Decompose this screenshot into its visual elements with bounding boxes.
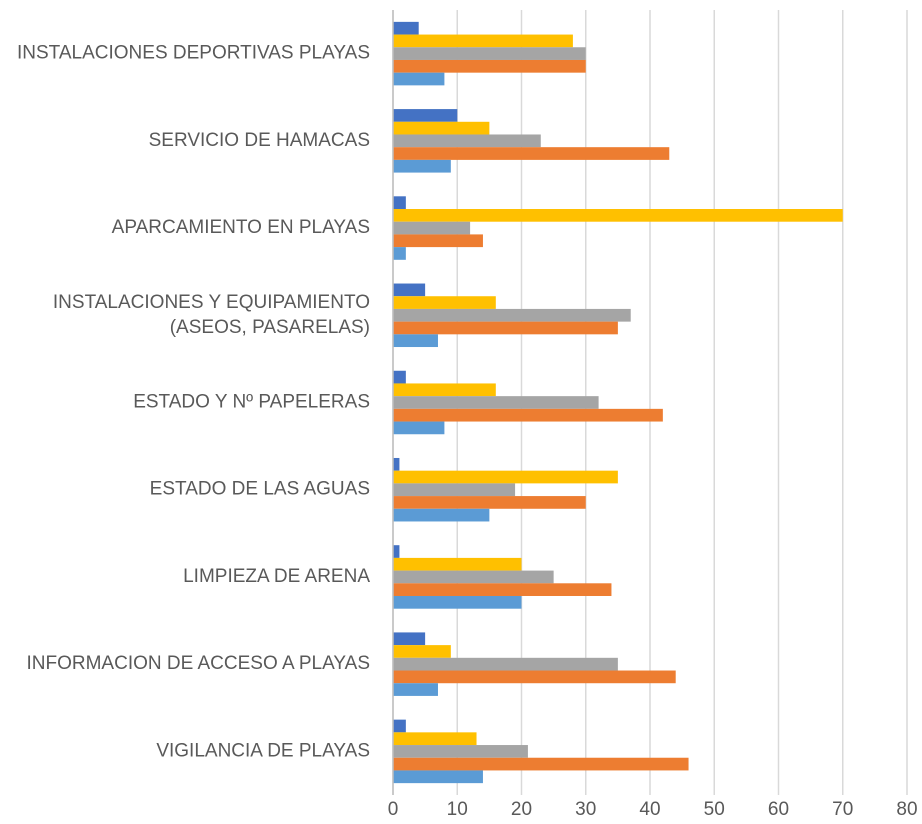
y-tick-label: LIMPIEZA DE ARENA <box>183 566 370 587</box>
x-tick-label: 60 <box>768 799 789 820</box>
bar <box>393 59 586 73</box>
y-tick-label: INFORMACION DE ACCESO A PLAYAS <box>27 653 371 674</box>
bar <box>393 308 631 322</box>
x-tick-label: 40 <box>639 799 660 820</box>
bar <box>393 247 406 260</box>
x-tick-label: 30 <box>575 799 596 820</box>
bar <box>393 334 438 348</box>
x-tick-label: 20 <box>511 799 532 820</box>
bar <box>393 234 483 248</box>
bar <box>393 595 522 609</box>
bar <box>393 34 573 48</box>
bar <box>393 321 618 335</box>
bar <box>393 72 445 86</box>
bar <box>393 632 426 646</box>
bar <box>393 370 406 384</box>
bar <box>393 508 490 522</box>
bar <box>393 457 400 471</box>
x-tick-label: 50 <box>704 799 725 820</box>
y-tick-label: APARCAMIENTO EN PLAYAS <box>112 217 370 238</box>
bar <box>393 770 483 784</box>
bar <box>393 421 445 435</box>
bar <box>393 557 522 571</box>
y-tick-label: INSTALACIONES DEPORTIVAS PLAYAS <box>17 43 370 64</box>
bar <box>393 719 406 733</box>
x-tick-label: 0 <box>388 799 399 820</box>
bar <box>393 209 843 222</box>
bar <box>393 583 612 596</box>
bar <box>393 221 471 235</box>
x-tick-label: 70 <box>832 799 853 820</box>
bar <box>393 570 554 584</box>
bar <box>393 383 496 397</box>
bar <box>393 496 586 509</box>
bar <box>393 657 618 671</box>
bar <box>393 134 541 148</box>
bar <box>393 745 528 758</box>
bar <box>393 196 406 210</box>
x-tick-label: 10 <box>447 799 468 820</box>
bar <box>393 757 689 771</box>
bar <box>393 159 451 173</box>
y-tick-label: INSTALACIONES Y EQUIPAMIENTO (ASEOS, PASA… <box>53 292 370 338</box>
bar <box>393 283 426 297</box>
y-tick-label: ESTADO DE LAS AGUAS <box>150 479 370 500</box>
bar <box>393 121 490 135</box>
bar <box>393 545 400 558</box>
y-tick-label: ESTADO Y Nº PAPELERAS <box>133 392 370 413</box>
y-tick-label: VIGILANCIA DE PLAYAS <box>156 740 370 761</box>
bar <box>393 47 586 60</box>
bar <box>393 470 618 484</box>
y-tick-label: SERVICIO DE HAMACAS <box>149 130 370 151</box>
x-tick-label: 80 <box>896 799 917 820</box>
bar <box>393 732 477 746</box>
bar <box>393 483 516 497</box>
bar <box>393 296 496 309</box>
bar <box>393 408 663 422</box>
bar <box>393 21 419 35</box>
bar <box>393 683 438 696</box>
bar <box>393 109 458 122</box>
bar <box>393 147 670 160</box>
bar <box>393 645 451 658</box>
bar <box>393 396 599 409</box>
bar <box>393 670 676 684</box>
